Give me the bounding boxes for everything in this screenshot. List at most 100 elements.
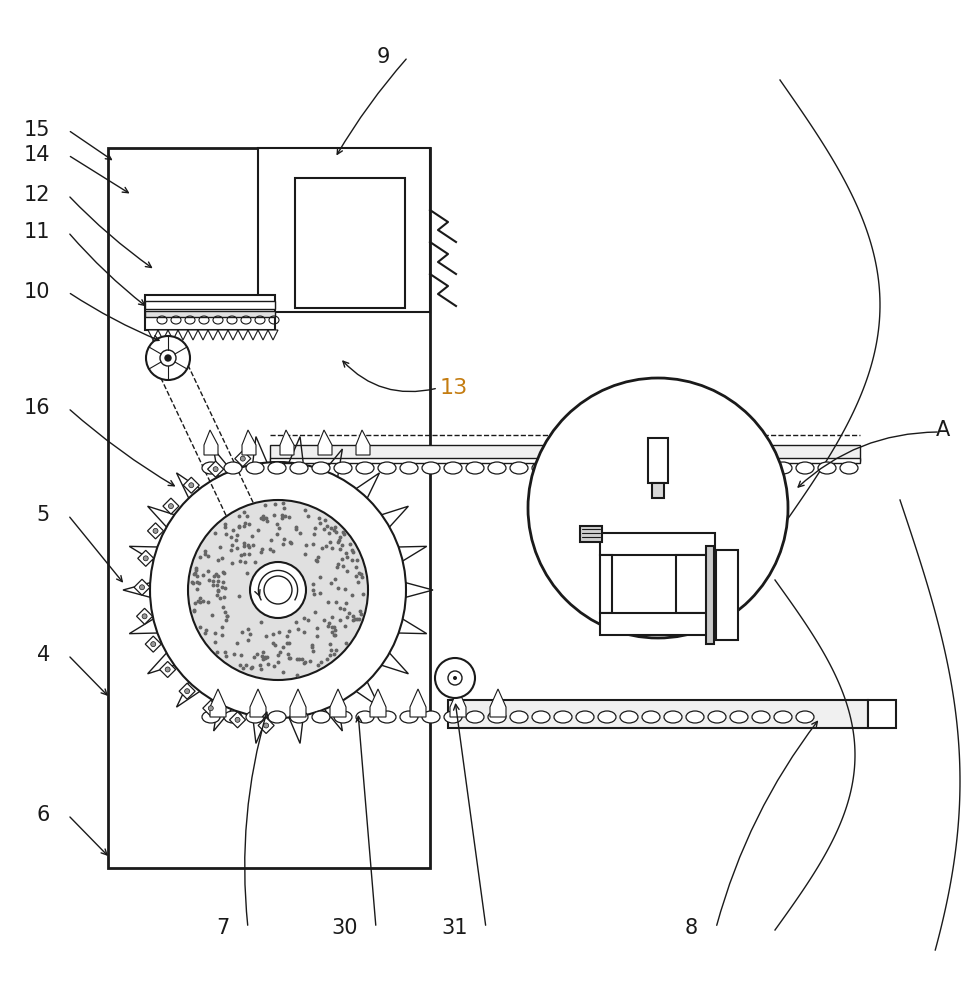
Circle shape [143,556,148,561]
Ellipse shape [378,462,396,474]
Bar [270,445,860,461]
Polygon shape [370,689,386,717]
Polygon shape [208,330,218,340]
Ellipse shape [796,462,814,474]
Ellipse shape [290,711,308,723]
Text: 15: 15 [23,120,50,140]
Polygon shape [178,330,188,340]
Bar [145,301,275,309]
Circle shape [250,562,306,618]
Ellipse shape [752,711,770,723]
Ellipse shape [356,462,374,474]
Text: 16: 16 [23,398,50,418]
Ellipse shape [576,462,594,474]
Ellipse shape [444,711,462,723]
Text: 30: 30 [332,918,358,938]
Text: 13: 13 [440,378,468,398]
Polygon shape [318,430,332,455]
Ellipse shape [422,711,440,723]
Polygon shape [229,712,246,728]
Polygon shape [188,330,198,340]
Polygon shape [268,330,278,340]
Text: 8: 8 [685,918,698,938]
Ellipse shape [774,711,792,723]
Polygon shape [148,523,163,539]
Bar [600,613,716,635]
Ellipse shape [642,711,660,723]
Polygon shape [290,689,306,717]
Polygon shape [136,608,153,624]
Polygon shape [356,430,370,455]
Circle shape [188,500,368,680]
Ellipse shape [400,462,418,474]
Text: 10: 10 [23,282,50,302]
Polygon shape [168,330,178,340]
Circle shape [235,717,240,722]
Bar [448,700,868,728]
Circle shape [142,614,147,619]
Bar [716,550,738,640]
Circle shape [146,336,190,380]
Bar [600,555,612,613]
Circle shape [213,467,219,472]
Circle shape [453,676,457,680]
Circle shape [185,689,190,694]
Polygon shape [238,330,248,340]
Ellipse shape [642,462,660,474]
Ellipse shape [356,711,374,723]
Ellipse shape [334,462,352,474]
Bar [580,526,602,542]
Polygon shape [490,689,506,717]
Ellipse shape [510,462,528,474]
Ellipse shape [620,462,638,474]
Ellipse shape [400,711,418,723]
Ellipse shape [202,462,220,474]
Polygon shape [160,661,176,677]
Ellipse shape [708,711,726,723]
Polygon shape [218,330,228,340]
Polygon shape [228,330,238,340]
Ellipse shape [290,462,308,474]
Ellipse shape [444,462,462,474]
Polygon shape [203,700,219,716]
Bar [868,700,896,728]
Polygon shape [208,461,223,477]
Bar [145,311,275,317]
Circle shape [435,658,475,698]
Text: 7: 7 [217,918,230,938]
Text: A: A [936,420,950,440]
Polygon shape [179,683,195,699]
Ellipse shape [246,462,264,474]
Circle shape [165,667,170,672]
Ellipse shape [488,711,506,723]
Text: 31: 31 [442,918,468,938]
Ellipse shape [466,711,484,723]
Text: 4: 4 [37,645,50,665]
Text: 6: 6 [37,805,50,825]
Ellipse shape [730,711,748,723]
Polygon shape [148,330,158,340]
Bar [648,438,668,483]
Circle shape [528,378,788,638]
Bar [676,555,716,613]
Ellipse shape [708,462,726,474]
Polygon shape [258,717,275,733]
Polygon shape [137,550,154,566]
Bar [295,178,405,308]
Ellipse shape [268,462,286,474]
Circle shape [165,355,171,361]
Polygon shape [242,430,256,455]
Ellipse shape [532,462,550,474]
Circle shape [151,642,156,647]
Polygon shape [410,689,426,717]
Ellipse shape [620,711,638,723]
Ellipse shape [224,462,242,474]
Ellipse shape [246,711,264,723]
Polygon shape [450,689,466,717]
Bar [258,148,430,312]
Ellipse shape [598,462,616,474]
Text: 11: 11 [23,222,50,242]
Polygon shape [210,689,226,717]
Polygon shape [134,579,150,595]
Polygon shape [280,430,294,455]
